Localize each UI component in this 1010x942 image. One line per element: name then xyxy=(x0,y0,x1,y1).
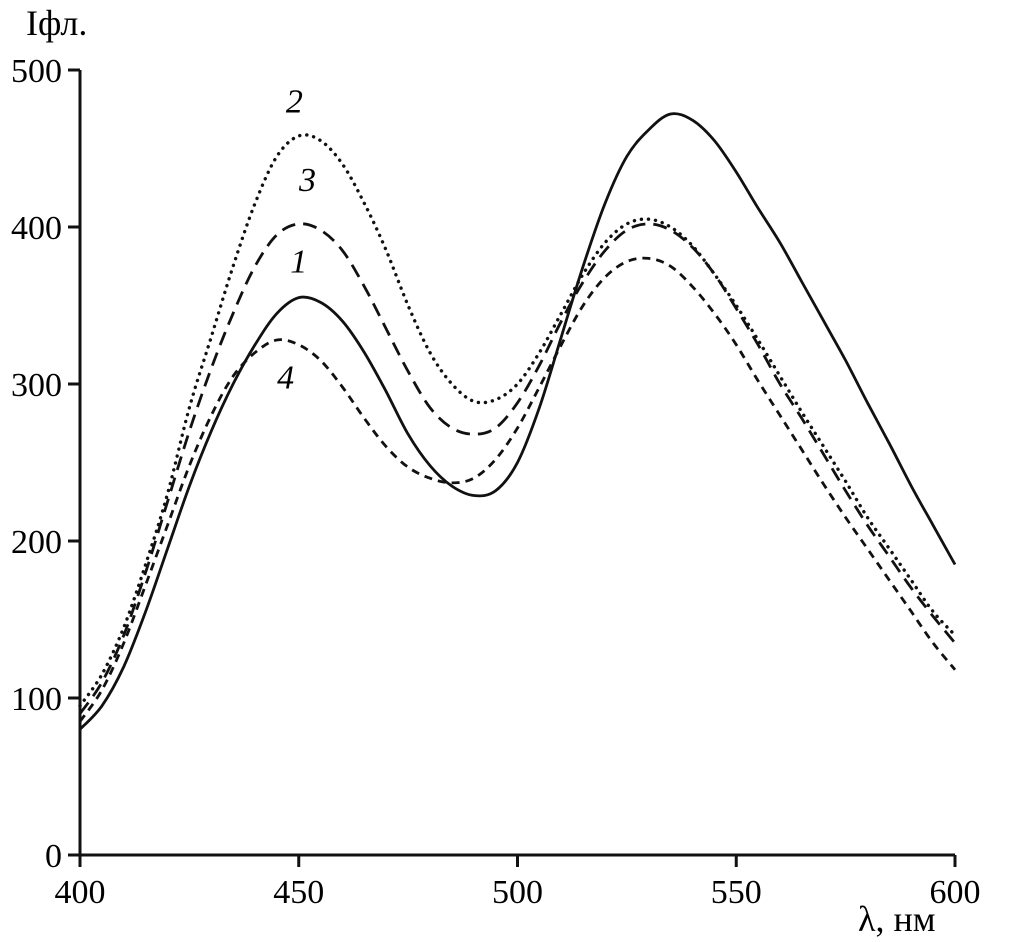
y-tick-label: 400 xyxy=(11,210,62,247)
x-tick-label: 400 xyxy=(55,874,106,911)
curve-3 xyxy=(78,222,957,715)
curve-4 xyxy=(78,256,957,723)
y-axis-title: Iфл. xyxy=(26,3,88,43)
y-tick-label: 0 xyxy=(45,838,62,875)
curve-label-1: 1 xyxy=(290,244,307,281)
x-tick-label: 600 xyxy=(930,874,981,911)
curve-1 xyxy=(78,112,957,731)
curve-label-2: 2 xyxy=(286,83,303,120)
y-tick-label: 200 xyxy=(11,524,62,561)
x-tick-label: 550 xyxy=(711,874,762,911)
curve-label-4: 4 xyxy=(277,360,294,397)
x-axis-title: λ, нм xyxy=(858,899,936,939)
curve-label-3: 3 xyxy=(298,162,316,199)
x-tick-label: 500 xyxy=(492,874,543,911)
curve-2 xyxy=(78,133,957,708)
y-tick-label: 500 xyxy=(11,53,62,90)
x-tick-label: 450 xyxy=(273,874,324,911)
y-tick-label: 300 xyxy=(11,367,62,404)
y-tick-label: 100 xyxy=(11,681,62,718)
